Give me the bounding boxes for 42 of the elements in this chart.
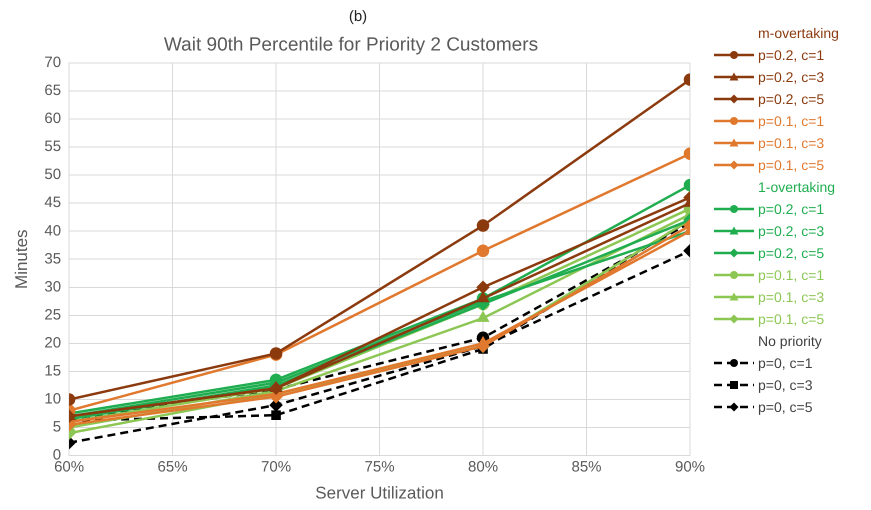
legend-label: p=0.2, c=5 (758, 245, 824, 261)
legend-label: p=0.2, c=3 (758, 223, 824, 239)
legend-label: p=0.2, c=1 (758, 201, 824, 217)
legend-label: p=0.2, c=3 (758, 69, 824, 85)
legend-label: p=0.1, c=3 (758, 135, 824, 151)
legend-label: p=0, c=5 (758, 399, 812, 415)
x-tick-label: 85% (571, 458, 602, 476)
text: m-overtaking (758, 24, 839, 43)
y-tick-label: 60 (44, 110, 62, 128)
y-tick-label: 30 (44, 278, 62, 296)
legend-label: p=0.1, c=1 (758, 267, 824, 283)
legend-label: p=0.1, c=1 (758, 113, 824, 129)
y-axis-title: Minutes (12, 229, 31, 289)
y-tick-label: 35 (44, 250, 62, 268)
chart-title: Wait 90th Percentile for Priority 2 Customers (164, 34, 538, 56)
x-tick-label: 65% (158, 458, 188, 476)
x-tick-label: 90% (674, 458, 706, 476)
y-tick-label: 65 (44, 82, 62, 99)
x-tick-label: 75% (364, 458, 395, 476)
y-tick-label: 70 (44, 54, 62, 71)
y-tick-label: 40 (44, 222, 62, 240)
legend-label: p=0.2, c=1 (758, 47, 824, 63)
y-tick-label: 25 (44, 306, 62, 324)
legend-label: p=0.2, c=5 (758, 91, 824, 107)
y-tick-label: 15 (44, 362, 62, 380)
legend-label: p=0.1, c=3 (758, 289, 824, 305)
x-tick-label: 80% (468, 458, 498, 476)
x-tick-label: 70% (261, 458, 292, 476)
y-tick-label: 55 (44, 138, 62, 156)
legend-label: p=0.1, c=5 (758, 157, 824, 173)
y-tick-label: 50 (44, 166, 62, 184)
chart-subtitle: (b) (348, 8, 368, 25)
x-axis-title: Server Utilization (315, 483, 444, 502)
legend-label: p=0.1, c=5 (758, 311, 824, 327)
text: No priority (758, 332, 823, 351)
legend-label: p=0, c=1 (758, 355, 812, 371)
y-tick-label: 20 (44, 334, 62, 352)
y-tick-label: 10 (44, 390, 62, 408)
y-tick-label: 45 (44, 194, 62, 212)
text: 1-overtaking (758, 178, 836, 197)
y-tick-label: 5 (52, 418, 62, 436)
legend-label: p=0, c=3 (758, 377, 812, 393)
